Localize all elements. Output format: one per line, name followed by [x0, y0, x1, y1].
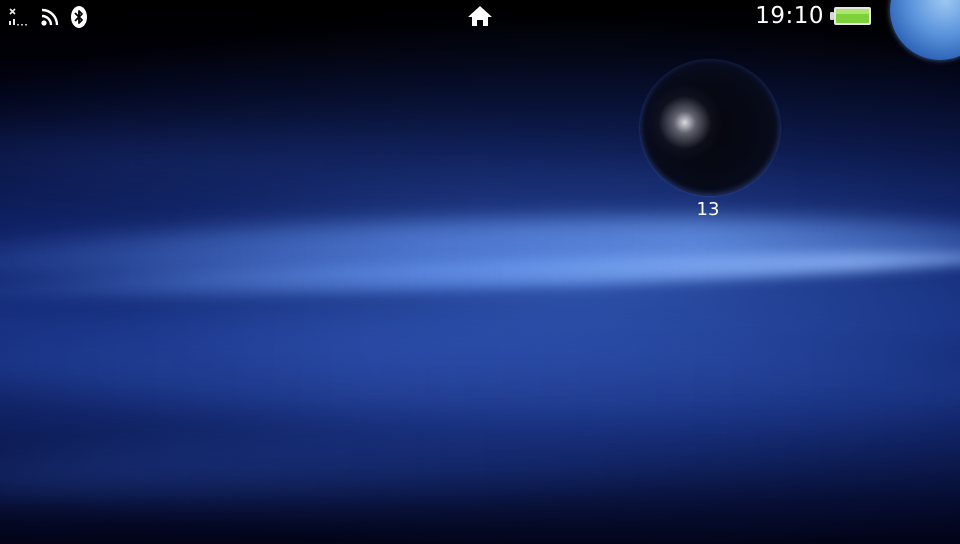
background-wave [0, 391, 960, 519]
status-indicators [8, 5, 88, 29]
background-wave [0, 243, 960, 307]
background-wave [0, 208, 960, 292]
wifi-icon [40, 7, 62, 27]
bluetooth-icon [70, 5, 88, 29]
background-wave [0, 315, 960, 435]
battery-icon [830, 6, 872, 26]
home-icon[interactable] [466, 4, 494, 28]
background-wave [0, 121, 960, 219]
status-bar: 19:10 [0, 0, 960, 60]
clock-time: 19:10 [755, 3, 824, 29]
page-bubble-icon[interactable] [890, 0, 960, 60]
app-bubble-label: 13 [696, 199, 720, 220]
app-bubble[interactable] [640, 60, 780, 196]
no-signal-icon [8, 7, 32, 27]
